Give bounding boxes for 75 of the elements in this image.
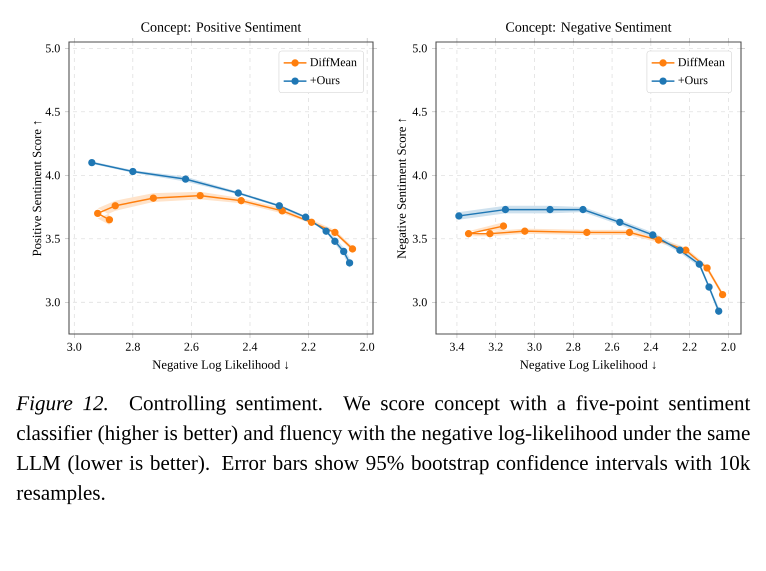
point	[616, 218, 624, 226]
x-tick-label: 2.0	[360, 342, 374, 351]
point	[715, 307, 722, 315]
point	[696, 260, 703, 268]
x-tick-label: 3.0	[528, 342, 542, 351]
legend-label: DiffMean	[310, 58, 357, 66]
point	[308, 218, 316, 226]
point	[521, 227, 528, 235]
y-tick-label: 4.5	[46, 108, 60, 116]
point	[182, 175, 190, 183]
x-tick-label: 2.4	[644, 342, 658, 351]
point	[579, 206, 587, 214]
point	[112, 202, 119, 210]
point	[455, 212, 463, 220]
point	[718, 290, 726, 298]
x-axis-title: Negative Log Likelihood ↓	[152, 360, 288, 372]
point	[276, 202, 283, 210]
point	[502, 206, 510, 214]
y-tick-label: 3.5	[412, 234, 427, 243]
legend-label: +Ours	[310, 76, 340, 84]
y-tick-label: 3.0	[46, 298, 60, 306]
point	[129, 168, 137, 176]
point	[331, 228, 339, 236]
point	[649, 231, 656, 239]
y-tick-label: 5.0	[46, 44, 60, 52]
point	[346, 259, 354, 267]
y-tick-label: 4.5	[412, 108, 427, 116]
point	[676, 246, 684, 254]
legend-label: +Ours	[678, 76, 708, 84]
point	[500, 222, 508, 230]
x-tick-label: 2.4	[243, 342, 258, 351]
x-tick-label: 3.4	[450, 342, 464, 351]
point	[583, 228, 591, 236]
point	[464, 230, 472, 238]
point	[322, 227, 330, 235]
point	[703, 264, 711, 272]
x-axis-title: Negative Log Likelihood ↓	[520, 360, 656, 372]
point	[682, 246, 690, 254]
x-tick-label: 2.2	[302, 342, 316, 351]
chart-title: Concept: Negative Sentiment	[506, 22, 672, 35]
x-tick-label: 2.8	[566, 342, 580, 351]
text: Figure 12. Controlling sentiment. We score concept with a five-point sentiment classifier (higher is better) and fluency with the negative log-likelihood under the same LLM (lower is better). Error bars show 95% bootstrap confidence intervals with 10k resamples.	[16, 395, 750, 504]
x-tick-label: 2.6	[605, 342, 620, 351]
y-axis-title: Negative Sentiment Score ↑	[397, 118, 408, 259]
point	[331, 238, 339, 245]
y-tick-label: 4.0	[412, 171, 427, 180]
point	[278, 207, 286, 215]
y-tick-label: 5.0	[412, 44, 427, 52]
point	[486, 230, 494, 238]
y-axis-title: Positive Sentiment Score ↑	[32, 121, 42, 256]
x-tick-label: 3.2	[488, 342, 503, 351]
chart-title: Concept: Positive Sentiment	[141, 22, 302, 35]
x-tick-label: 2.8	[126, 342, 140, 351]
point	[654, 236, 662, 244]
point	[238, 197, 245, 204]
point	[546, 206, 554, 214]
point	[196, 192, 204, 200]
legend-label: DiffMean	[678, 58, 725, 66]
y-tick-label: 3.5	[46, 234, 60, 243]
point	[705, 283, 713, 291]
point	[348, 245, 356, 253]
y-tick-label: 3.0	[412, 298, 427, 306]
x-tick-label: 2.2	[682, 342, 696, 351]
point	[150, 194, 158, 202]
y-tick-label: 4.0	[46, 171, 60, 180]
point	[302, 214, 310, 221]
x-tick-label: 2.0	[721, 342, 736, 351]
point	[88, 158, 96, 166]
point	[234, 189, 242, 197]
point	[94, 210, 102, 218]
point	[626, 228, 634, 236]
point	[106, 216, 114, 224]
point	[340, 248, 348, 256]
x-tick-label: 2.6	[184, 342, 199, 351]
x-tick-label: 3.0	[67, 342, 82, 351]
